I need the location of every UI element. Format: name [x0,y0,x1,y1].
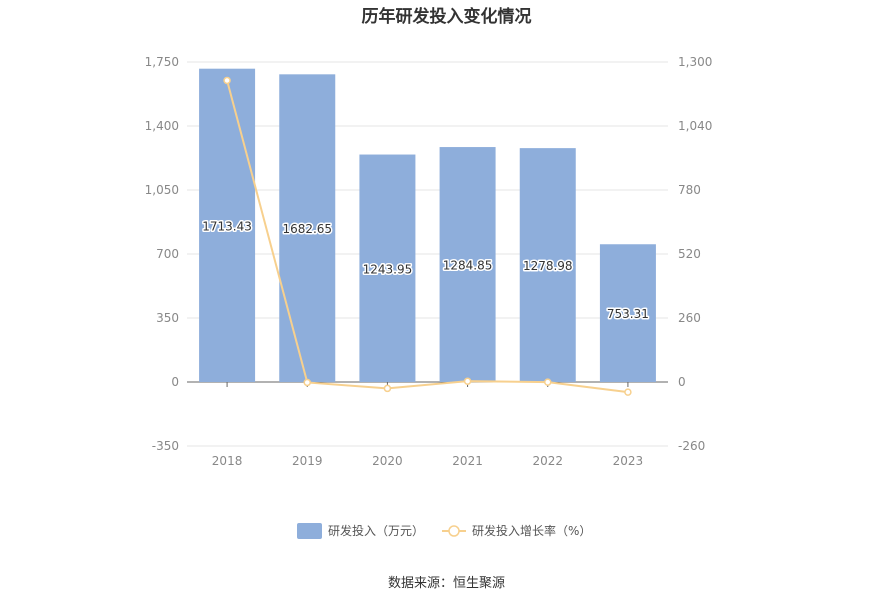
growth-point [303,378,311,387]
right-axis-tick-label: 0 [678,375,686,389]
bar [199,68,256,383]
legend-swatch-bar [297,523,322,539]
growth-point [544,378,552,386]
right-axis-tick-label: 1,040 [678,119,712,133]
growth-point [383,384,392,393]
source-note: 数据来源：恒生聚源 [387,576,505,591]
left-axis-tick-label: 0 [171,375,179,389]
left-axis-tick-label: 350 [156,311,179,325]
growth-line [226,80,629,394]
right-axis-tick-label: 260 [678,311,701,325]
right-axis-tick-label: -260 [678,439,705,453]
legend-label-bar: 研发投入（万元） [328,523,424,538]
x-axis-tick-label: 2023 [613,454,644,468]
bar [599,244,656,382]
bar-value-label: 1278.98 [523,259,573,273]
right-axis-tick-label: 520 [678,247,701,261]
right-axis-tick-label: 780 [678,183,701,197]
x-axis-tick-label: 2022 [532,454,563,468]
bar [439,147,496,382]
x-axis-tick-label: 2020 [372,454,403,468]
bar [279,74,336,382]
bar-value-label: 753.31 [607,307,649,321]
chart-title: 历年研发投入变化情况 [361,7,532,27]
left-axis-tick-label: 700 [156,247,179,261]
legend-label-line: 研发投入增长率（%） [472,523,591,538]
growth-point [463,377,472,385]
bar-value-label: 1713.43 [202,219,252,233]
x-axis-tick-label: 2019 [292,454,323,468]
left-axis-tick-label: 1,050 [145,183,179,197]
bar [359,154,416,382]
bar-value-label: 1284.85 [443,259,493,273]
legend-swatch-marker [448,525,460,537]
bar-value-label: 1243.95 [363,262,413,276]
left-axis-tick-label: 1,400 [145,119,179,133]
right-axis-tick-label: 1,300 [678,55,712,69]
growth-point [624,388,632,396]
bar [519,148,576,382]
growth-point [223,76,231,85]
left-axis-tick-label: 1,750 [145,55,179,69]
bar-value-label: 1682.65 [282,222,332,236]
x-axis-tick-label: 2018 [212,454,243,468]
left-axis-tick-label: -350 [152,439,179,453]
x-axis-tick-label: 2021 [452,454,483,468]
